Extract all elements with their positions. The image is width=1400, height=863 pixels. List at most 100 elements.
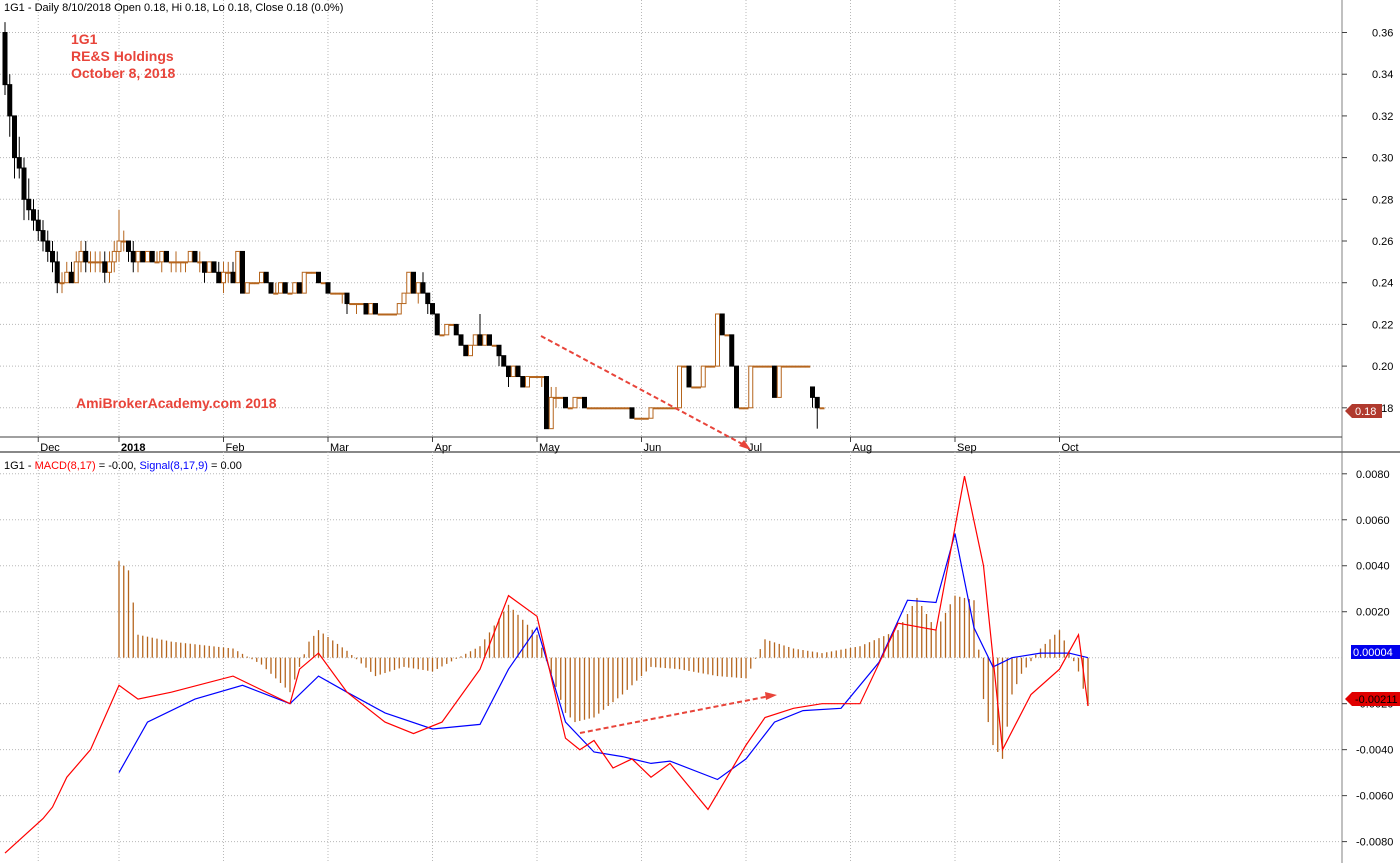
candle-body (639, 417, 644, 420)
candle-body (297, 282, 302, 294)
macd-value-tag: -0.00211 (1345, 692, 1400, 706)
candle (506, 365, 511, 387)
candle (487, 334, 492, 346)
macd-header-macd: MACD(8,17) (35, 460, 96, 472)
candle-body (83, 250, 89, 263)
candle (653, 407, 659, 410)
candle-body (178, 261, 184, 264)
candle (743, 407, 749, 410)
candle-body (311, 271, 317, 274)
candle-body (16, 157, 22, 169)
candle-body (411, 271, 416, 294)
macd-header-signal: Signal(8,17,9) (139, 460, 208, 472)
candle (278, 282, 283, 294)
candle (225, 261, 231, 283)
candle (468, 344, 473, 357)
candle (643, 417, 649, 420)
candle-body (230, 271, 236, 284)
candle-body (187, 250, 193, 263)
candle (178, 261, 184, 273)
macd-y-tick-label: -0.0080 (1356, 837, 1393, 849)
candle-body (453, 323, 459, 336)
candle-body (534, 376, 540, 379)
candle (491, 344, 497, 347)
candle (263, 271, 269, 284)
candle-body (477, 334, 483, 346)
candle (738, 407, 744, 410)
candle-body (786, 365, 792, 368)
candle (126, 240, 131, 262)
signal-value-tag-text: 0.00004 (1353, 647, 1393, 659)
candle (439, 334, 445, 337)
candle (145, 250, 150, 263)
candle-body (753, 365, 758, 368)
candlestick-series (2, 22, 825, 430)
candle (510, 365, 516, 378)
candle (819, 407, 825, 410)
candle (335, 292, 340, 295)
price-header: 1G1 - Daily 8/10/2018 Open 0.18, Hi 0.18… (4, 2, 343, 14)
x-tick-label: May (539, 442, 560, 454)
candle-body (529, 376, 535, 379)
candle-body (249, 282, 255, 285)
watermark: AmiBrokerAcademy.com 2018 (76, 395, 277, 411)
candle (529, 376, 535, 379)
candle (140, 250, 146, 263)
candle (696, 386, 701, 389)
macd-header-signal-value: = 0.00 (208, 460, 242, 472)
candle-body (776, 365, 782, 398)
candle (216, 261, 222, 284)
candle-body (97, 261, 103, 264)
candle-body (320, 282, 326, 285)
signal-line (118, 533, 1089, 781)
candle (320, 282, 326, 285)
candle (26, 178, 32, 221)
candle-body (653, 407, 659, 410)
candle (21, 157, 27, 221)
candle-body (135, 250, 141, 263)
candle (582, 396, 587, 409)
candle-body (116, 240, 122, 252)
candle-body (539, 376, 545, 379)
candle (453, 323, 459, 336)
candle (373, 303, 378, 315)
macd-header-prefix: 1G1 - (4, 460, 35, 472)
candle-body (102, 261, 108, 273)
x-tick-label: Jul (748, 442, 762, 454)
candle-body (734, 365, 739, 409)
candle (259, 271, 264, 284)
candle (349, 303, 355, 306)
candle-body (130, 250, 136, 263)
candle (240, 250, 245, 294)
x-tick-label: Mar (330, 442, 349, 454)
candle (634, 417, 640, 420)
candle-body (73, 261, 79, 284)
candle (249, 282, 255, 285)
macd-up-trend-arrow (579, 695, 771, 734)
macd-value-tag-text: -0.00211 (1355, 694, 1398, 706)
candle-body (748, 365, 754, 409)
candle-body (591, 407, 597, 410)
candle-body (425, 292, 431, 305)
candle-body (729, 334, 735, 367)
candle (805, 365, 811, 368)
x-tick-label: Jun (644, 442, 662, 454)
candle-body (577, 396, 583, 399)
candle-body (339, 292, 345, 295)
candle-body (444, 323, 450, 336)
candle (235, 250, 241, 284)
candle-body (382, 313, 388, 316)
candle-body (78, 250, 84, 263)
candle (401, 292, 407, 305)
candle-body (168, 261, 174, 264)
macd-y-tick-label: -0.0060 (1356, 791, 1393, 803)
candle (2, 22, 8, 96)
signal-value-tag: 0.00004 (1351, 645, 1400, 659)
candle (430, 303, 435, 315)
candle-body (724, 334, 730, 337)
candle-body (510, 365, 516, 378)
candle (748, 365, 754, 409)
candle-body (64, 271, 70, 284)
candle (339, 292, 345, 304)
